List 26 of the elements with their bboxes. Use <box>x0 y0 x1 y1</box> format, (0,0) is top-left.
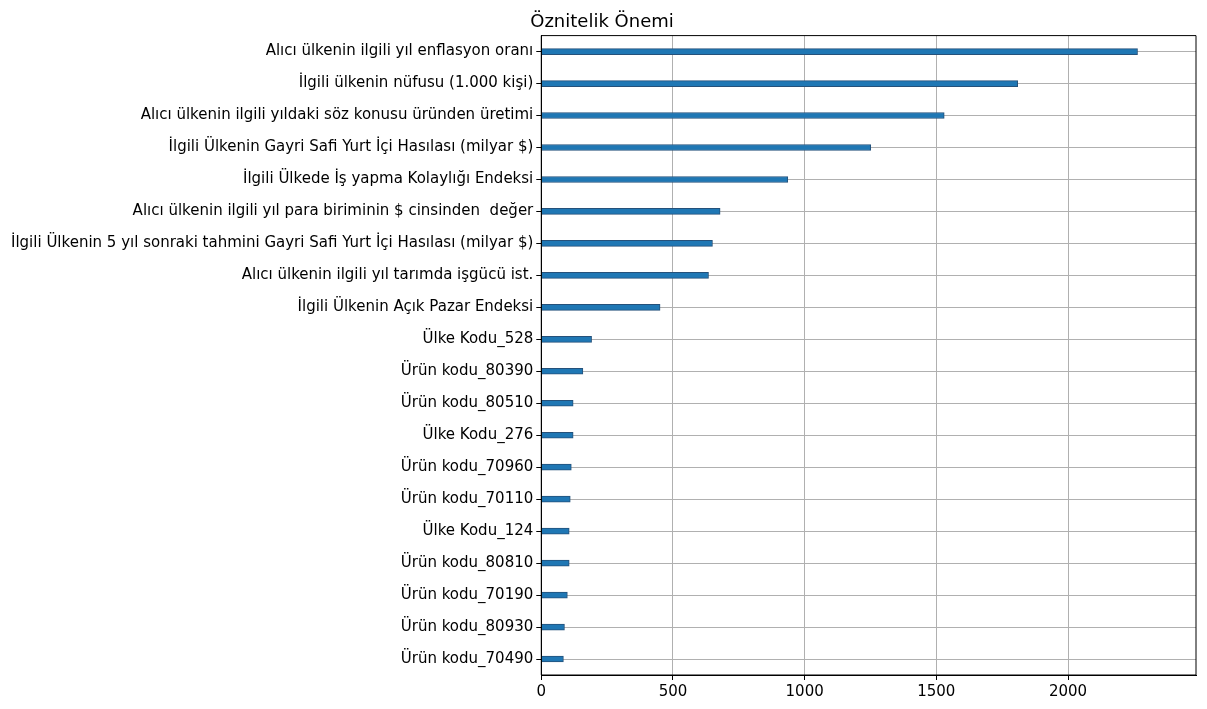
y-tick-label: Ürün kodu_80510 <box>400 392 534 413</box>
y-tick-label: İlgili Ülkenin Açık Pazar Endeksi <box>297 296 534 316</box>
y-tick-label: İlgili Ülkenin Gayri Safi Yurt İçi Hasılası (milyar $) <box>168 136 534 156</box>
x-tick-label: 0 <box>536 681 547 700</box>
y-tick-label: Ürün kodu_70960 <box>400 456 534 477</box>
x-tick-label: 1500 <box>917 681 956 700</box>
y-tick-label: Alıcı ülkenin ilgili yıl enflasyon oranı <box>265 41 534 60</box>
x-tick-label: 500 <box>658 681 688 700</box>
chart-title: Öznitelik Önemi <box>530 10 674 32</box>
y-tick-label: Alıcı ülkenin ilgili yıldaki söz konusu üründen üretimi <box>140 105 534 124</box>
y-tick-label: Ürün kodu_70490 <box>400 647 534 668</box>
y-tick-label: Alıcı ülkenin ilgili yıl para biriminin $ cinsinden değer <box>132 201 535 220</box>
y-tick-label: Alıcı ülkenin ilgili yıl tarımda işgücü ist. <box>241 265 534 284</box>
y-tick-label: Ülke Kodu_528 <box>422 328 534 349</box>
y-tick-label: Ülke Kodu_276 <box>422 424 534 445</box>
y-tick-label: Ürün kodu_70190 <box>400 583 534 604</box>
y-tick-label: Ürün kodu_80930 <box>400 615 534 636</box>
y-tick-label: İlgili ülkenin nüfusu (1.000 kişi) <box>298 72 534 92</box>
x-tick-label: 1000 <box>785 681 824 700</box>
y-tick-label: İlgili Ülkede İş yapma Kolaylığı Endeksi <box>242 168 534 188</box>
y-tick-label: İlgili Ülkenin 5 yıl sonraki tahmini Gayri Safi Yurt İçi Hasılası (milyar $) <box>10 232 534 252</box>
y-tick-label: Ürün kodu_80810 <box>400 552 534 572</box>
y-tick-label: Ürün kodu_70110 <box>400 488 534 509</box>
y-tick-label: Ürün kodu_80390 <box>400 360 534 381</box>
x-tick-label: 2000 <box>1048 681 1088 700</box>
y-tick-label: Ülke Kodu_124 <box>422 520 534 541</box>
